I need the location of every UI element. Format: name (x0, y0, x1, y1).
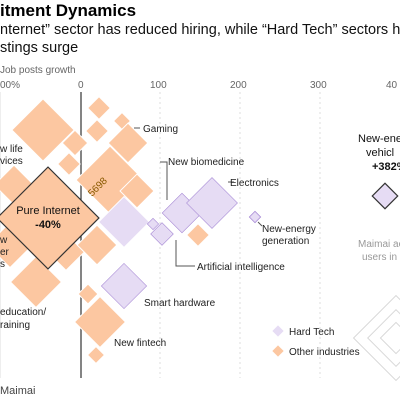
x-tick-300: 300 (310, 80, 327, 91)
other-point (61, 129, 89, 157)
label-life-services-2: vices (0, 156, 23, 167)
leader-ai (175, 240, 195, 267)
other-point (119, 173, 155, 209)
new-energy-vehicle-point (371, 182, 399, 210)
pure-internet-point (0, 166, 100, 270)
label-new-biomedicine: New biomedicine (168, 157, 245, 168)
chart-subtitle-line1: nternet” sector has reduced hiring, whil… (0, 22, 400, 38)
size-legend-square-small (379, 321, 400, 355)
x-axis-label: Job posts growth (0, 65, 76, 76)
other-point (86, 95, 112, 121)
chart-title: itment Dynamics (0, 1, 137, 20)
hardtech-point (100, 262, 148, 310)
hardtech-point (97, 195, 151, 249)
nev-value: +382% (372, 161, 400, 173)
chart-subtitle-line2: stings surge (0, 40, 79, 56)
size-legend-square-large (352, 294, 400, 382)
label-gaming: Gaming (143, 124, 178, 135)
legend: Hard Tech Other industries (272, 325, 360, 358)
other-point (86, 345, 106, 365)
hardtech-point (150, 222, 174, 246)
label-electronics: Electronics (230, 178, 279, 189)
hardtech-point (248, 210, 262, 224)
label-education-1: education/ (0, 307, 46, 318)
x-tick-neg100: 00% (0, 80, 20, 91)
label-new-energy-generation-1: New-energy (262, 224, 316, 235)
source-note: Maimai (0, 385, 36, 397)
x-tick-0: 0 (78, 80, 84, 91)
other-point (9, 255, 63, 309)
pure-internet-label: Pure Internet (16, 205, 80, 217)
label-new-energy-generation-2: generation (262, 236, 309, 247)
nev-label-1: New-ene (358, 133, 400, 145)
pure-internet-value: -40% (35, 219, 61, 231)
label-partial-1: w (0, 235, 8, 246)
legend-swatch-hard-tech (272, 325, 284, 337)
legend-swatch-other (272, 345, 284, 357)
other-point (84, 118, 110, 144)
leader-new-biomedicine (160, 161, 168, 200)
leader-new-energy-generation (257, 221, 263, 227)
other-point (185, 222, 211, 248)
x-tick-200: 200 (230, 80, 247, 91)
label-education-2: raining (0, 320, 30, 331)
nev-label-2: vehicl (366, 147, 394, 159)
size-legend (352, 294, 400, 382)
other-point (11, 98, 75, 162)
legend-label-other: Other industries (289, 347, 360, 358)
other-point (107, 122, 149, 164)
label-partial-2: er (0, 247, 10, 258)
label-new-fintech: New fintech (114, 338, 166, 349)
label-life-services-1: w life (0, 144, 23, 155)
other-point (76, 224, 118, 266)
label-partial-3: s (0, 259, 5, 270)
label-ai: Artificial intelligence (197, 262, 285, 273)
legend-label-hard-tech: Hard Tech (289, 327, 334, 338)
other-point (77, 283, 99, 305)
x-tick-400: 40 (386, 80, 398, 91)
other-point (73, 295, 127, 349)
x-tick-100: 100 (150, 80, 167, 91)
hardtech-point (186, 177, 238, 229)
series-other-industries (0, 95, 211, 365)
hardtech-point (146, 217, 160, 231)
label-smart-hardware: Smart hardware (144, 298, 216, 309)
size-note-1: Maimai ac (358, 239, 400, 250)
size-note-2: users in (362, 252, 397, 263)
size-legend-square-medium (367, 309, 400, 367)
other-point (56, 151, 82, 177)
series-hard-tech (97, 177, 399, 310)
